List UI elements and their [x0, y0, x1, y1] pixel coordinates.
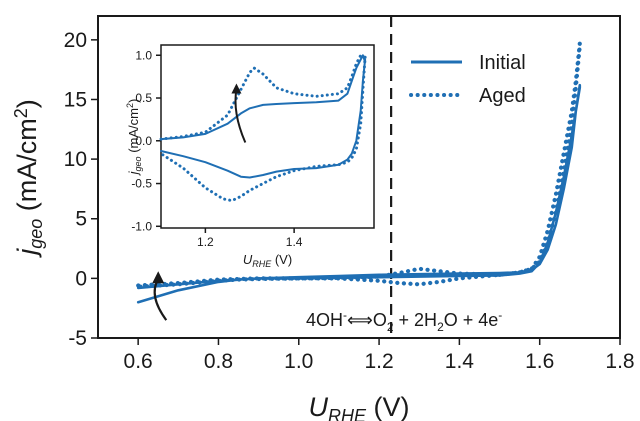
main-xtick-label: 1.2	[364, 350, 393, 373]
inset-xaxis-title: URHE (V)	[243, 252, 292, 269]
main-xaxis-title-symbol: U	[308, 392, 328, 421]
main-xtick-label: 1.8	[605, 350, 634, 373]
reaction-o2: O	[373, 310, 387, 330]
inset-yaxis-title-sub: geo	[133, 156, 143, 171]
main-xtick-label: 1.6	[525, 350, 554, 373]
main-xtick-label: 0.8	[204, 350, 233, 373]
inset-yaxis-title-unit-end: )	[126, 99, 141, 103]
inset-xaxis-title-sub: RHE	[252, 259, 272, 269]
main-scan-arrow-head	[152, 271, 164, 283]
main-ytick-label: 10	[64, 148, 87, 171]
reaction-arrow: ⟺	[347, 310, 373, 330]
main-yaxis-title-sub: geo	[26, 219, 46, 249]
main-yaxis-title: jgeo (mA/cm2)	[11, 99, 46, 259]
main-ytick-label: 15	[64, 88, 87, 111]
reaction-equation: 4OH-⟺O2 + 2H2O + 4e-	[306, 308, 502, 334]
inset-xtick-label: 1.4	[286, 235, 303, 249]
inset-yaxis-title-unit: (mA/cm	[126, 108, 141, 156]
inset-ytick-label: -0.5	[131, 177, 152, 191]
main-yaxis-title-unit-end: )	[12, 99, 42, 108]
main-yaxis-title-unit: (mA/cm	[12, 118, 42, 219]
reaction-left: 4OH	[306, 310, 343, 330]
main-yaxis-title-unit-sup: 2	[11, 108, 31, 118]
main-xtick-label: 1.4	[445, 350, 475, 373]
main-ytick-label: 20	[64, 29, 87, 52]
main-xaxis-title-unit: (V)	[366, 392, 410, 421]
reaction-h2o: + 2H	[394, 310, 438, 330]
legend-label-aged: Aged	[479, 85, 526, 107]
main-ytick-label: 5	[75, 208, 87, 231]
inset-xaxis-title-unit: (V)	[271, 252, 292, 267]
legend: Initial Aged	[411, 52, 526, 107]
main-xaxis-title: URHE (V)	[308, 392, 409, 421]
inset-xtick-label: 1.2	[197, 235, 214, 249]
main-xtick-label: 1.0	[284, 350, 313, 373]
inset-yaxis-title: jgeo (mA/cm2)	[125, 99, 143, 177]
main-xtick-label: 0.6	[124, 350, 153, 373]
inset-ytick-label: 1.0	[135, 48, 152, 62]
legend-label-initial: Initial	[479, 52, 526, 74]
reaction-electrons: O + 4e	[444, 310, 499, 330]
main-ytick-label: 0	[75, 267, 87, 290]
main-ytick-label: -5	[68, 327, 87, 350]
main-xaxis-title-sub: RHE	[328, 406, 367, 421]
reaction-electrons-sup: -	[498, 308, 502, 322]
inset-ytick-label: -1.0	[131, 219, 152, 233]
